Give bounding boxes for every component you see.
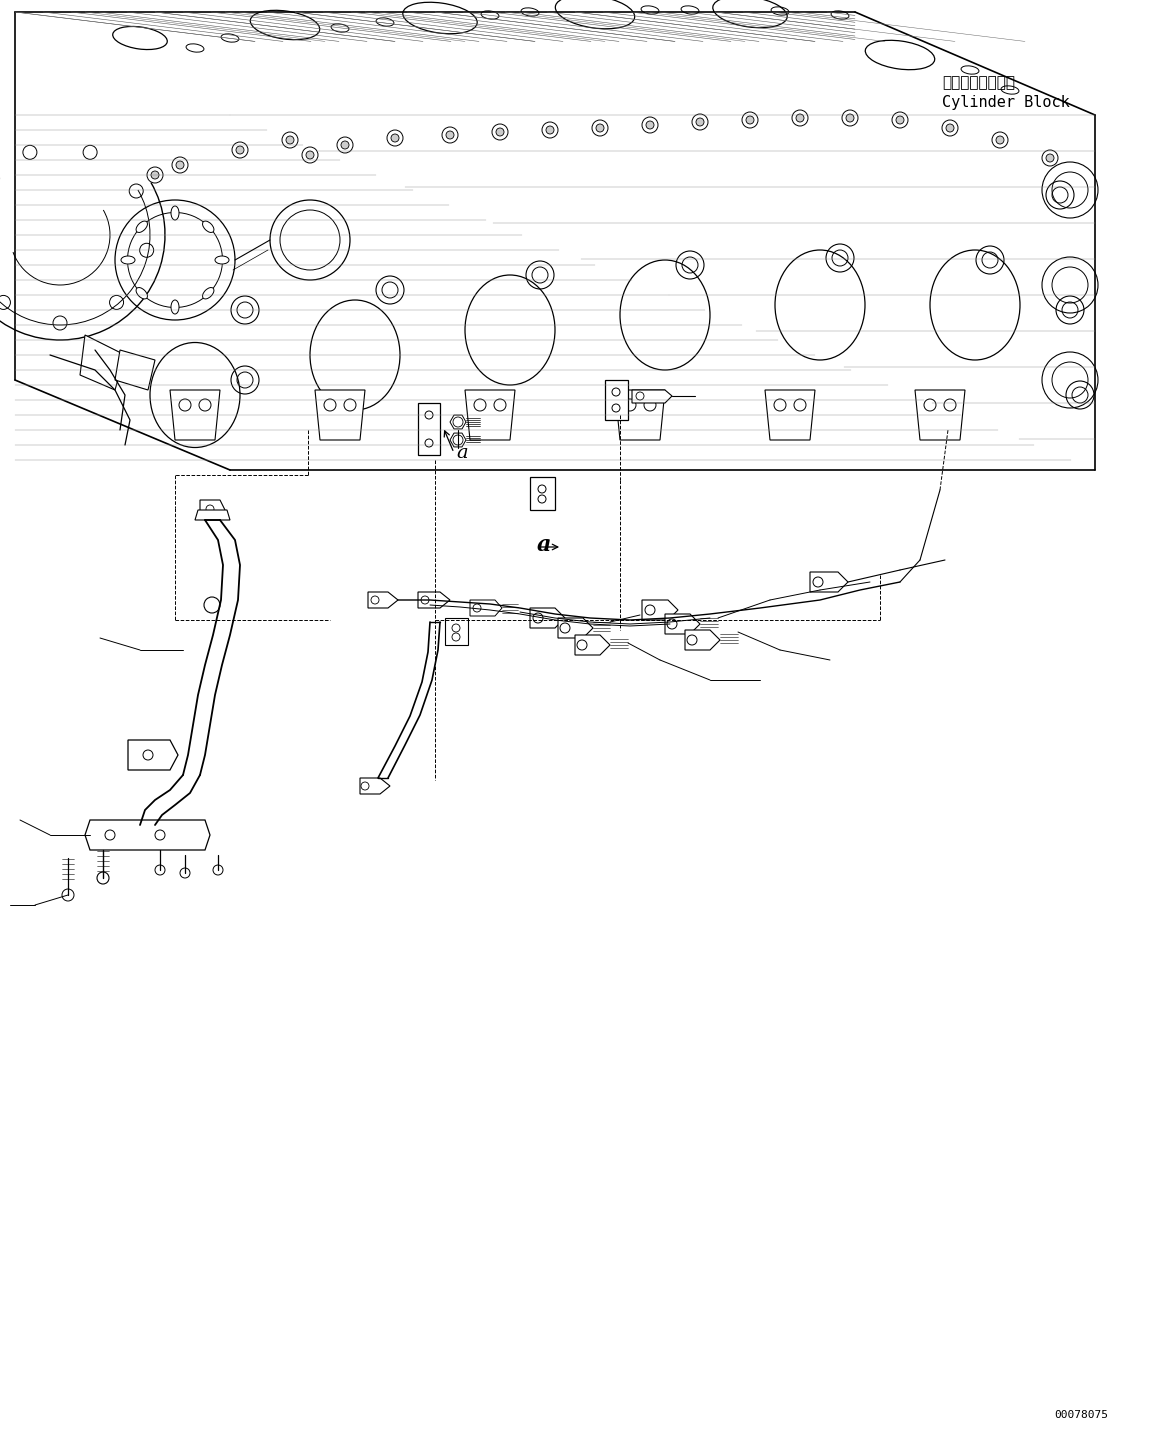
Circle shape [996,136,1004,144]
Circle shape [445,131,454,139]
Polygon shape [445,618,468,645]
Ellipse shape [465,274,555,386]
Polygon shape [530,477,555,510]
Polygon shape [195,510,230,520]
Polygon shape [765,390,815,440]
Polygon shape [915,390,965,440]
Circle shape [495,129,504,136]
Polygon shape [85,820,211,851]
Ellipse shape [402,3,477,33]
Ellipse shape [171,300,179,313]
Text: a: a [456,443,468,462]
Circle shape [391,134,399,142]
Circle shape [545,126,554,134]
Text: a: a [537,534,551,556]
Polygon shape [605,380,628,420]
Circle shape [341,142,349,149]
Ellipse shape [202,221,214,232]
Polygon shape [80,335,124,390]
Circle shape [236,146,244,155]
Ellipse shape [865,40,935,69]
Polygon shape [450,414,466,429]
Ellipse shape [250,10,320,39]
Circle shape [286,136,294,144]
Text: シリンダブロック: シリンダブロック [942,75,1015,91]
Circle shape [795,114,804,121]
Ellipse shape [150,342,240,448]
Polygon shape [315,390,365,440]
Ellipse shape [311,300,400,410]
Polygon shape [128,739,178,770]
Ellipse shape [775,250,865,360]
Polygon shape [200,500,224,518]
Circle shape [151,170,159,179]
Ellipse shape [136,221,148,232]
Circle shape [306,152,314,159]
Polygon shape [665,614,700,634]
Ellipse shape [215,256,229,264]
Circle shape [846,114,854,121]
Circle shape [595,124,604,131]
Polygon shape [615,390,665,440]
Polygon shape [558,618,593,638]
Circle shape [176,160,184,169]
Polygon shape [470,601,502,617]
Ellipse shape [620,260,709,370]
Circle shape [946,124,954,131]
Polygon shape [170,390,220,440]
Text: 00078075: 00078075 [1054,1409,1108,1419]
Ellipse shape [555,0,635,29]
Ellipse shape [930,250,1020,360]
Circle shape [695,118,704,126]
Circle shape [645,121,654,129]
Polygon shape [418,403,440,455]
Text: Cylinder Block: Cylinder Block [942,95,1070,111]
Polygon shape [115,349,155,390]
Ellipse shape [713,0,787,27]
Polygon shape [809,572,848,592]
Polygon shape [530,608,565,628]
Polygon shape [450,433,466,448]
Polygon shape [418,592,450,608]
Circle shape [1046,155,1054,162]
Polygon shape [685,630,720,650]
Circle shape [896,116,904,124]
Ellipse shape [202,287,214,299]
Circle shape [745,116,754,124]
Polygon shape [368,592,398,608]
Polygon shape [575,635,611,656]
Ellipse shape [113,26,167,49]
Polygon shape [465,390,515,440]
Ellipse shape [121,256,135,264]
Polygon shape [632,390,672,403]
Ellipse shape [171,206,179,219]
Ellipse shape [136,287,148,299]
Polygon shape [642,601,678,619]
Polygon shape [361,778,390,794]
